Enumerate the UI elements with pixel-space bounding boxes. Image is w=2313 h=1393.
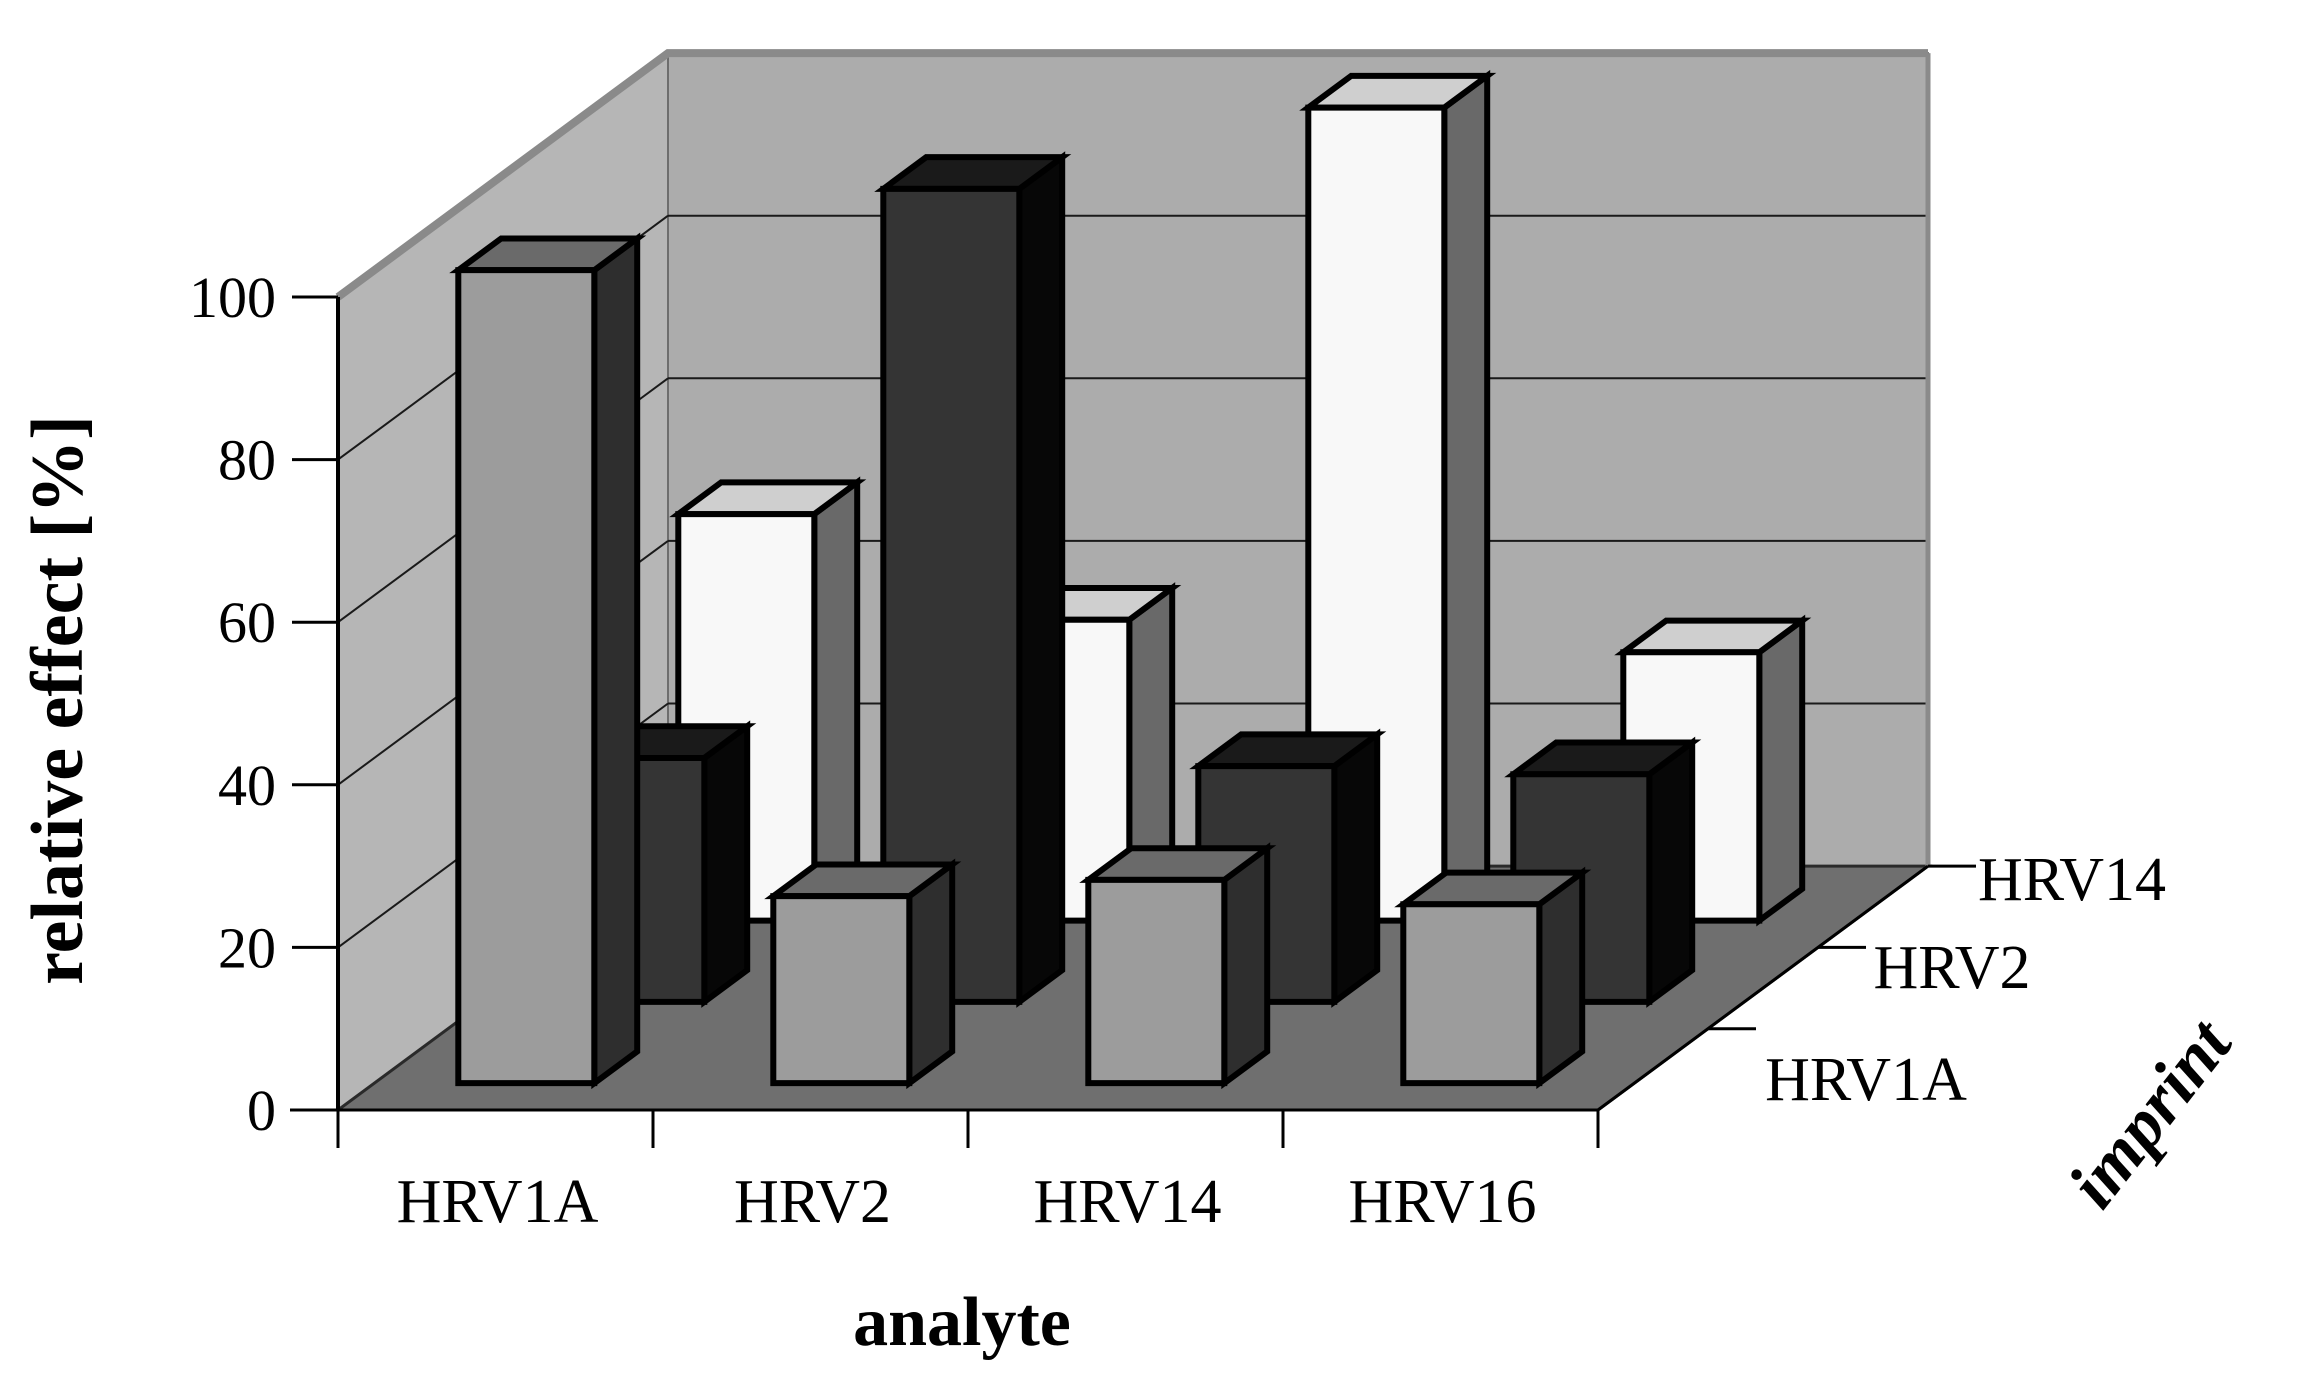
bar-side-face <box>811 476 861 927</box>
depth-label: HRV14 <box>1978 846 2166 914</box>
bar-HRV2-imprint-HRV1A <box>764 858 962 1090</box>
bar-side-face <box>1441 69 1491 927</box>
wall-top-rim <box>335 49 1928 301</box>
bar-HRV14-imprint-HRV14 <box>1299 69 1497 927</box>
bar-side-face <box>1331 728 1381 1008</box>
bar-HRV14-imprint-HRV1A <box>1079 842 1277 1090</box>
bar-side-face <box>1646 736 1696 1008</box>
bar-side-face <box>701 720 751 1008</box>
bar-front-face <box>880 185 1023 1005</box>
value-tick-label: 20 <box>218 915 276 980</box>
bar-side-face <box>1221 842 1271 1090</box>
value-tick-label: 80 <box>218 428 276 493</box>
bar-front-face <box>770 893 913 1087</box>
category-axis-title: analyte <box>853 1284 1071 1361</box>
bar-HRV1A-imprint-HRV1A <box>449 232 647 1090</box>
bar-front-face <box>1085 876 1228 1087</box>
bar-HRV2-imprint-HRV2 <box>874 151 1072 1008</box>
bar-side-face <box>1016 151 1066 1008</box>
category-label: HRV16 <box>1349 1168 1537 1236</box>
bar-side-face <box>1536 866 1586 1090</box>
value-tick-label: 40 <box>218 753 276 818</box>
bar-front-face <box>455 267 598 1087</box>
bar-front-face <box>1400 901 1543 1087</box>
depth-label: HRV1A <box>1765 1046 1967 1114</box>
bar-side-face <box>591 232 641 1090</box>
depth-label: HRV2 <box>1874 934 2031 1002</box>
value-axis-title: relative effect [%] <box>17 415 99 985</box>
depth-axis-line <box>1597 864 1929 1112</box>
category-label: HRV1A <box>397 1168 599 1236</box>
depth-axis-title: imprint <box>2054 1004 2248 1222</box>
bar-HRV16-imprint-HRV1A <box>1394 866 1592 1090</box>
value-tick-label: 0 <box>247 1078 276 1143</box>
value-tick-label: 100 <box>189 265 276 330</box>
category-label: HRV14 <box>1034 1168 1222 1236</box>
bar-HRV1A-imprint-HRV14 <box>669 476 867 927</box>
category-label: HRV2 <box>734 1168 891 1236</box>
bar-side-face <box>906 858 956 1090</box>
value-tick-label: 60 <box>218 590 276 655</box>
bar-side-face <box>1756 614 1806 927</box>
